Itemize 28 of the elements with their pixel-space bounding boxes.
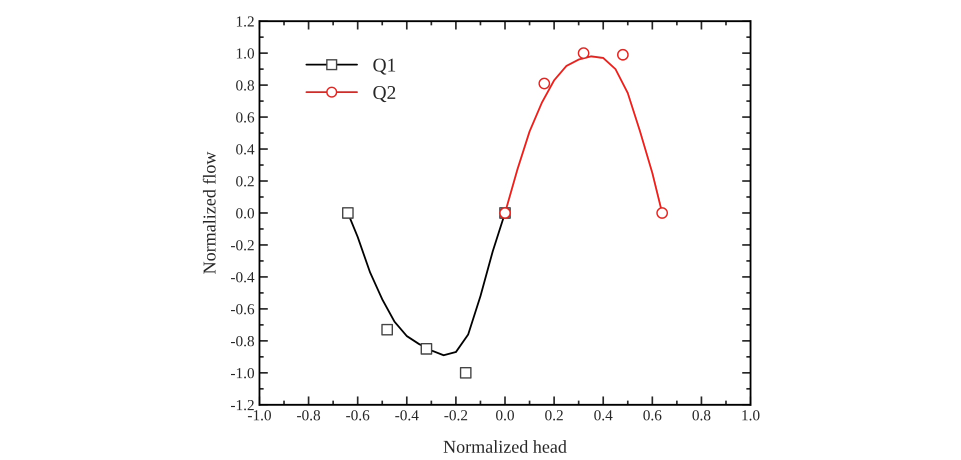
y-tick-label: -0.2 [230, 240, 254, 250]
x-tick-label: -0.4 [395, 410, 419, 420]
y-tick-label: 0.0 [236, 208, 254, 218]
y-tick-label: -1.0 [230, 368, 254, 378]
x-tick-label: 0.4 [594, 410, 613, 420]
y-tick-label: -0.6 [230, 304, 254, 314]
x-tick-label: 1.0 [742, 410, 760, 420]
y-tick-label: 0.2 [236, 176, 254, 187]
legend-label: Q2 [373, 86, 396, 102]
x-tick-label: 0.8 [692, 410, 710, 420]
y-tick-label: 0.6 [236, 112, 254, 123]
y-tick-label: 0.4 [236, 144, 254, 155]
y-tick-label: -0.8 [230, 336, 254, 346]
y-tick-label: 0.8 [236, 80, 254, 91]
x-tick-label: 0.0 [496, 410, 514, 420]
y-tick-label: -1.2 [230, 400, 254, 410]
y-axis-title: Normalized flow [202, 152, 216, 274]
x-tick-label: -1.0 [248, 410, 271, 420]
x-tick-label: 0.2 [545, 410, 563, 420]
x-axis-title: Normalized head [444, 440, 567, 453]
x-tick-label: -0.2 [444, 410, 468, 420]
y-tick-label: -0.4 [230, 272, 254, 282]
x-tick-label: -0.6 [346, 410, 370, 420]
y-tick-label: 1.2 [236, 16, 254, 27]
legend-label: Q1 [373, 58, 396, 75]
y-tick-label: 1.0 [236, 48, 254, 59]
x-tick-label: -0.8 [297, 410, 320, 420]
x-tick-label: 0.6 [643, 410, 662, 420]
